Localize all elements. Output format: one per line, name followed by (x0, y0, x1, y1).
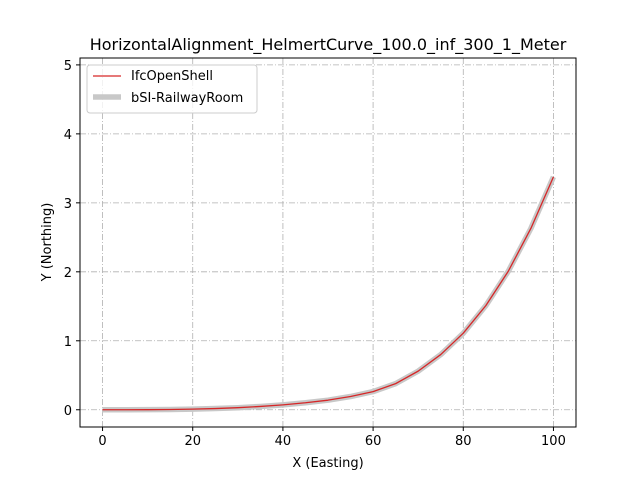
x-axis-label: X (Easting) (292, 456, 363, 471)
plot-frame (79, 57, 577, 428)
legend: IfcOpenShell bSI-RailwayRoom (86, 64, 258, 114)
x-tick-label: 40 (275, 434, 292, 449)
ticks: 0 20 40 60 80 100 0 1 2 3 4 5 (64, 59, 566, 449)
series-layer (102, 175, 556, 413)
x-tick-label: 20 (184, 434, 201, 449)
x-tick-label: 80 (455, 434, 472, 449)
x-tick-label: 60 (365, 434, 382, 449)
y-tick-label: 0 (64, 404, 72, 419)
series-line-ifcopenshell (102, 176, 555, 411)
y-tick-label: 4 (64, 128, 72, 143)
y-tick-label: 3 (64, 197, 72, 212)
y-tick-label: 2 (64, 266, 72, 281)
x-tick-label: 100 (541, 434, 566, 449)
y-tick-label: 5 (64, 59, 72, 74)
x-tick-label: 0 (98, 434, 106, 449)
legend-label-ifcopenshell: IfcOpenShell (131, 69, 213, 84)
chart-title: HorizontalAlignment_HelmertCurve_100.0_i… (90, 35, 567, 55)
y-axis-label: Y (Northing) (40, 203, 55, 283)
legend-label-bsi-railwayroom: bSI-RailwayRoom (131, 91, 243, 106)
legend-frame (86, 64, 258, 114)
y-tick-label: 1 (64, 335, 72, 350)
